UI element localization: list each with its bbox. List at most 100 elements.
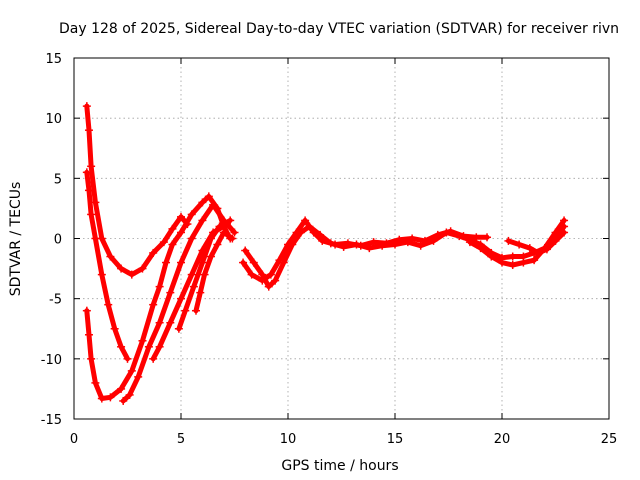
data-point [97,270,106,279]
data-point [560,228,569,237]
data-point [123,354,132,363]
data-point [226,216,235,225]
data-point [326,239,335,248]
series-track-a [84,103,190,278]
data-point [200,270,209,279]
data-point [84,330,93,339]
data-point [339,242,348,251]
data-point [117,264,126,273]
data-point [196,288,205,297]
data-point [117,342,126,351]
data-point [508,252,517,261]
data-point [215,222,224,231]
data-point [127,270,136,279]
y-axis-title: SDTVAR / TECUs [8,182,24,297]
data-point [206,234,215,243]
data-point [498,258,506,267]
data-point [258,270,267,279]
data-point [429,236,438,245]
data-point [504,236,513,245]
data-point [87,354,96,363]
data-point [530,256,539,265]
data-point [228,234,237,243]
data-point [155,318,164,327]
tick-marks [73,57,610,420]
x-tick-label: 0 [70,432,78,447]
data-point [159,238,168,247]
data-point [177,258,185,267]
data-point [91,198,100,207]
data-point [144,342,153,351]
x-tick-label: 5 [177,432,185,447]
data-point [534,248,543,257]
series-track-c [84,193,233,401]
grid [74,58,609,419]
data-point [106,393,115,402]
y-tick-label: -5 [49,293,62,308]
data-point [247,270,256,279]
x-tick-label: 20 [494,432,511,447]
data-point [177,212,185,221]
chart-title: Day 128 of 2025, Sidereal Day-to-day VTE… [59,21,619,37]
data-point [305,222,314,231]
data-point [316,230,325,239]
data-point [187,210,196,219]
data-point [127,366,136,375]
x-tick-label: 25 [601,432,618,447]
data-point [483,233,492,242]
x-tick-label: 15 [387,432,404,447]
data-point [301,216,310,225]
data-point [465,238,474,247]
data-point [166,288,175,297]
data-point [365,244,374,253]
data-point [87,210,96,219]
data-point [117,384,126,393]
x-tick-label: 10 [280,432,297,447]
data-point [416,241,425,250]
x-tick-labels: 0 5 10 15 20 25 [70,432,617,447]
data-point [551,236,560,245]
data-point [239,258,248,267]
data-point [82,168,91,177]
data-point [230,228,239,237]
data-point [279,258,288,267]
data-point [162,258,171,267]
data-point [84,126,93,135]
data-point [508,260,517,269]
data-point [391,240,399,249]
data-point [106,252,115,261]
data-point [187,270,196,279]
data-series-group [82,102,569,405]
data-point [177,228,185,237]
data-point [213,240,222,249]
data-point [198,198,207,207]
data-point [209,200,218,209]
data-point [378,241,387,250]
x-axis-title: GPS time / hours [281,458,398,474]
data-point [187,234,196,243]
data-point [515,240,524,249]
data-point [487,252,496,261]
data-point [352,240,361,249]
y-tick-label: -15 [41,413,62,428]
data-point [219,228,228,237]
y-tick-label: -10 [41,353,62,368]
y-tick-label: 5 [54,172,62,187]
data-point [264,282,273,291]
data-point [155,342,164,351]
series-track-j [467,217,567,268]
data-point [168,224,177,233]
data-point [296,228,305,237]
data-point [519,258,528,267]
data-point [166,318,175,327]
data-point [149,354,158,363]
data-point [87,162,96,171]
data-point [266,270,275,279]
data-point [174,324,183,333]
data-point [104,300,113,309]
data-point [82,102,91,111]
data-point [168,240,177,249]
data-point [189,282,198,291]
data-point [249,258,258,267]
